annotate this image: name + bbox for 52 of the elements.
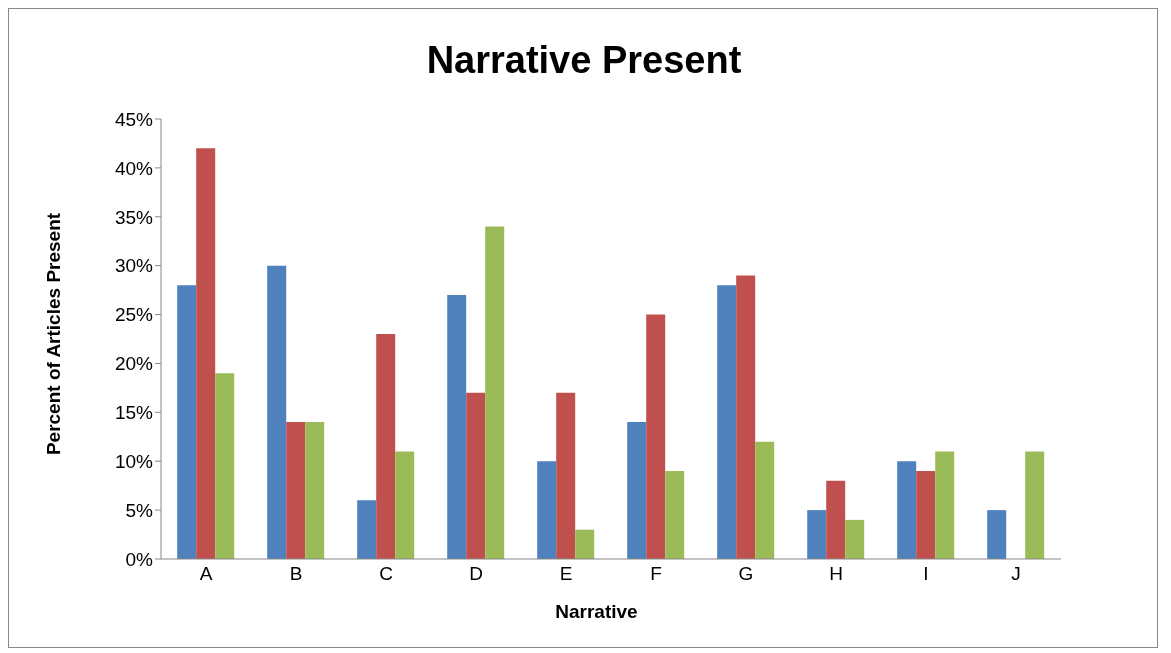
bar	[177, 285, 197, 559]
chart-title: Narrative Present	[425, 39, 743, 82]
x-tick-label: E	[559, 563, 573, 585]
bar	[575, 529, 595, 559]
bar	[807, 510, 827, 559]
x-tick-label: G	[738, 563, 754, 585]
bar	[627, 422, 647, 559]
bar	[897, 461, 917, 559]
bar	[215, 373, 235, 559]
x-tick-label: A	[199, 563, 213, 585]
y-tick-label: 5%	[125, 499, 154, 521]
x-tick-label: D	[469, 563, 483, 585]
y-tick-label: 25%	[114, 304, 154, 326]
y-axis-title: Percent of Articles Present	[43, 212, 65, 456]
y-tick-label: 0%	[125, 548, 154, 570]
y-tick-label: 15%	[114, 402, 154, 424]
bar	[916, 471, 936, 559]
bar	[987, 510, 1007, 559]
x-tick-label: H	[829, 563, 843, 585]
bar	[845, 519, 865, 559]
bar	[935, 451, 955, 559]
bar	[376, 334, 396, 559]
x-tick-label: C	[379, 563, 393, 585]
y-tick-label: 35%	[114, 206, 154, 228]
bar	[736, 275, 756, 559]
bar	[395, 451, 415, 559]
bar	[286, 422, 306, 559]
x-tick-label: B	[289, 563, 303, 585]
bar	[485, 226, 505, 559]
bar	[717, 285, 737, 559]
y-tick-label: 40%	[114, 157, 154, 179]
bar	[357, 500, 377, 559]
x-tick-label: J	[1011, 563, 1021, 585]
bar	[267, 265, 287, 559]
x-tick-label: I	[923, 563, 929, 585]
y-tick-label: 45%	[114, 108, 154, 130]
bar	[537, 461, 557, 559]
bar	[305, 422, 325, 559]
bar	[556, 392, 576, 559]
bar	[196, 148, 216, 559]
y-tick-label: 20%	[114, 353, 154, 375]
bar	[447, 295, 467, 559]
x-tick-label: F	[650, 563, 662, 585]
bar	[646, 314, 666, 559]
bar	[466, 392, 486, 559]
bar	[665, 471, 685, 559]
bar	[826, 480, 846, 559]
x-axis-title: Narrative	[554, 601, 639, 623]
y-tick-label: 10%	[114, 450, 154, 472]
bar	[755, 441, 775, 559]
bar	[1025, 451, 1045, 559]
y-tick-label: 30%	[114, 255, 154, 277]
